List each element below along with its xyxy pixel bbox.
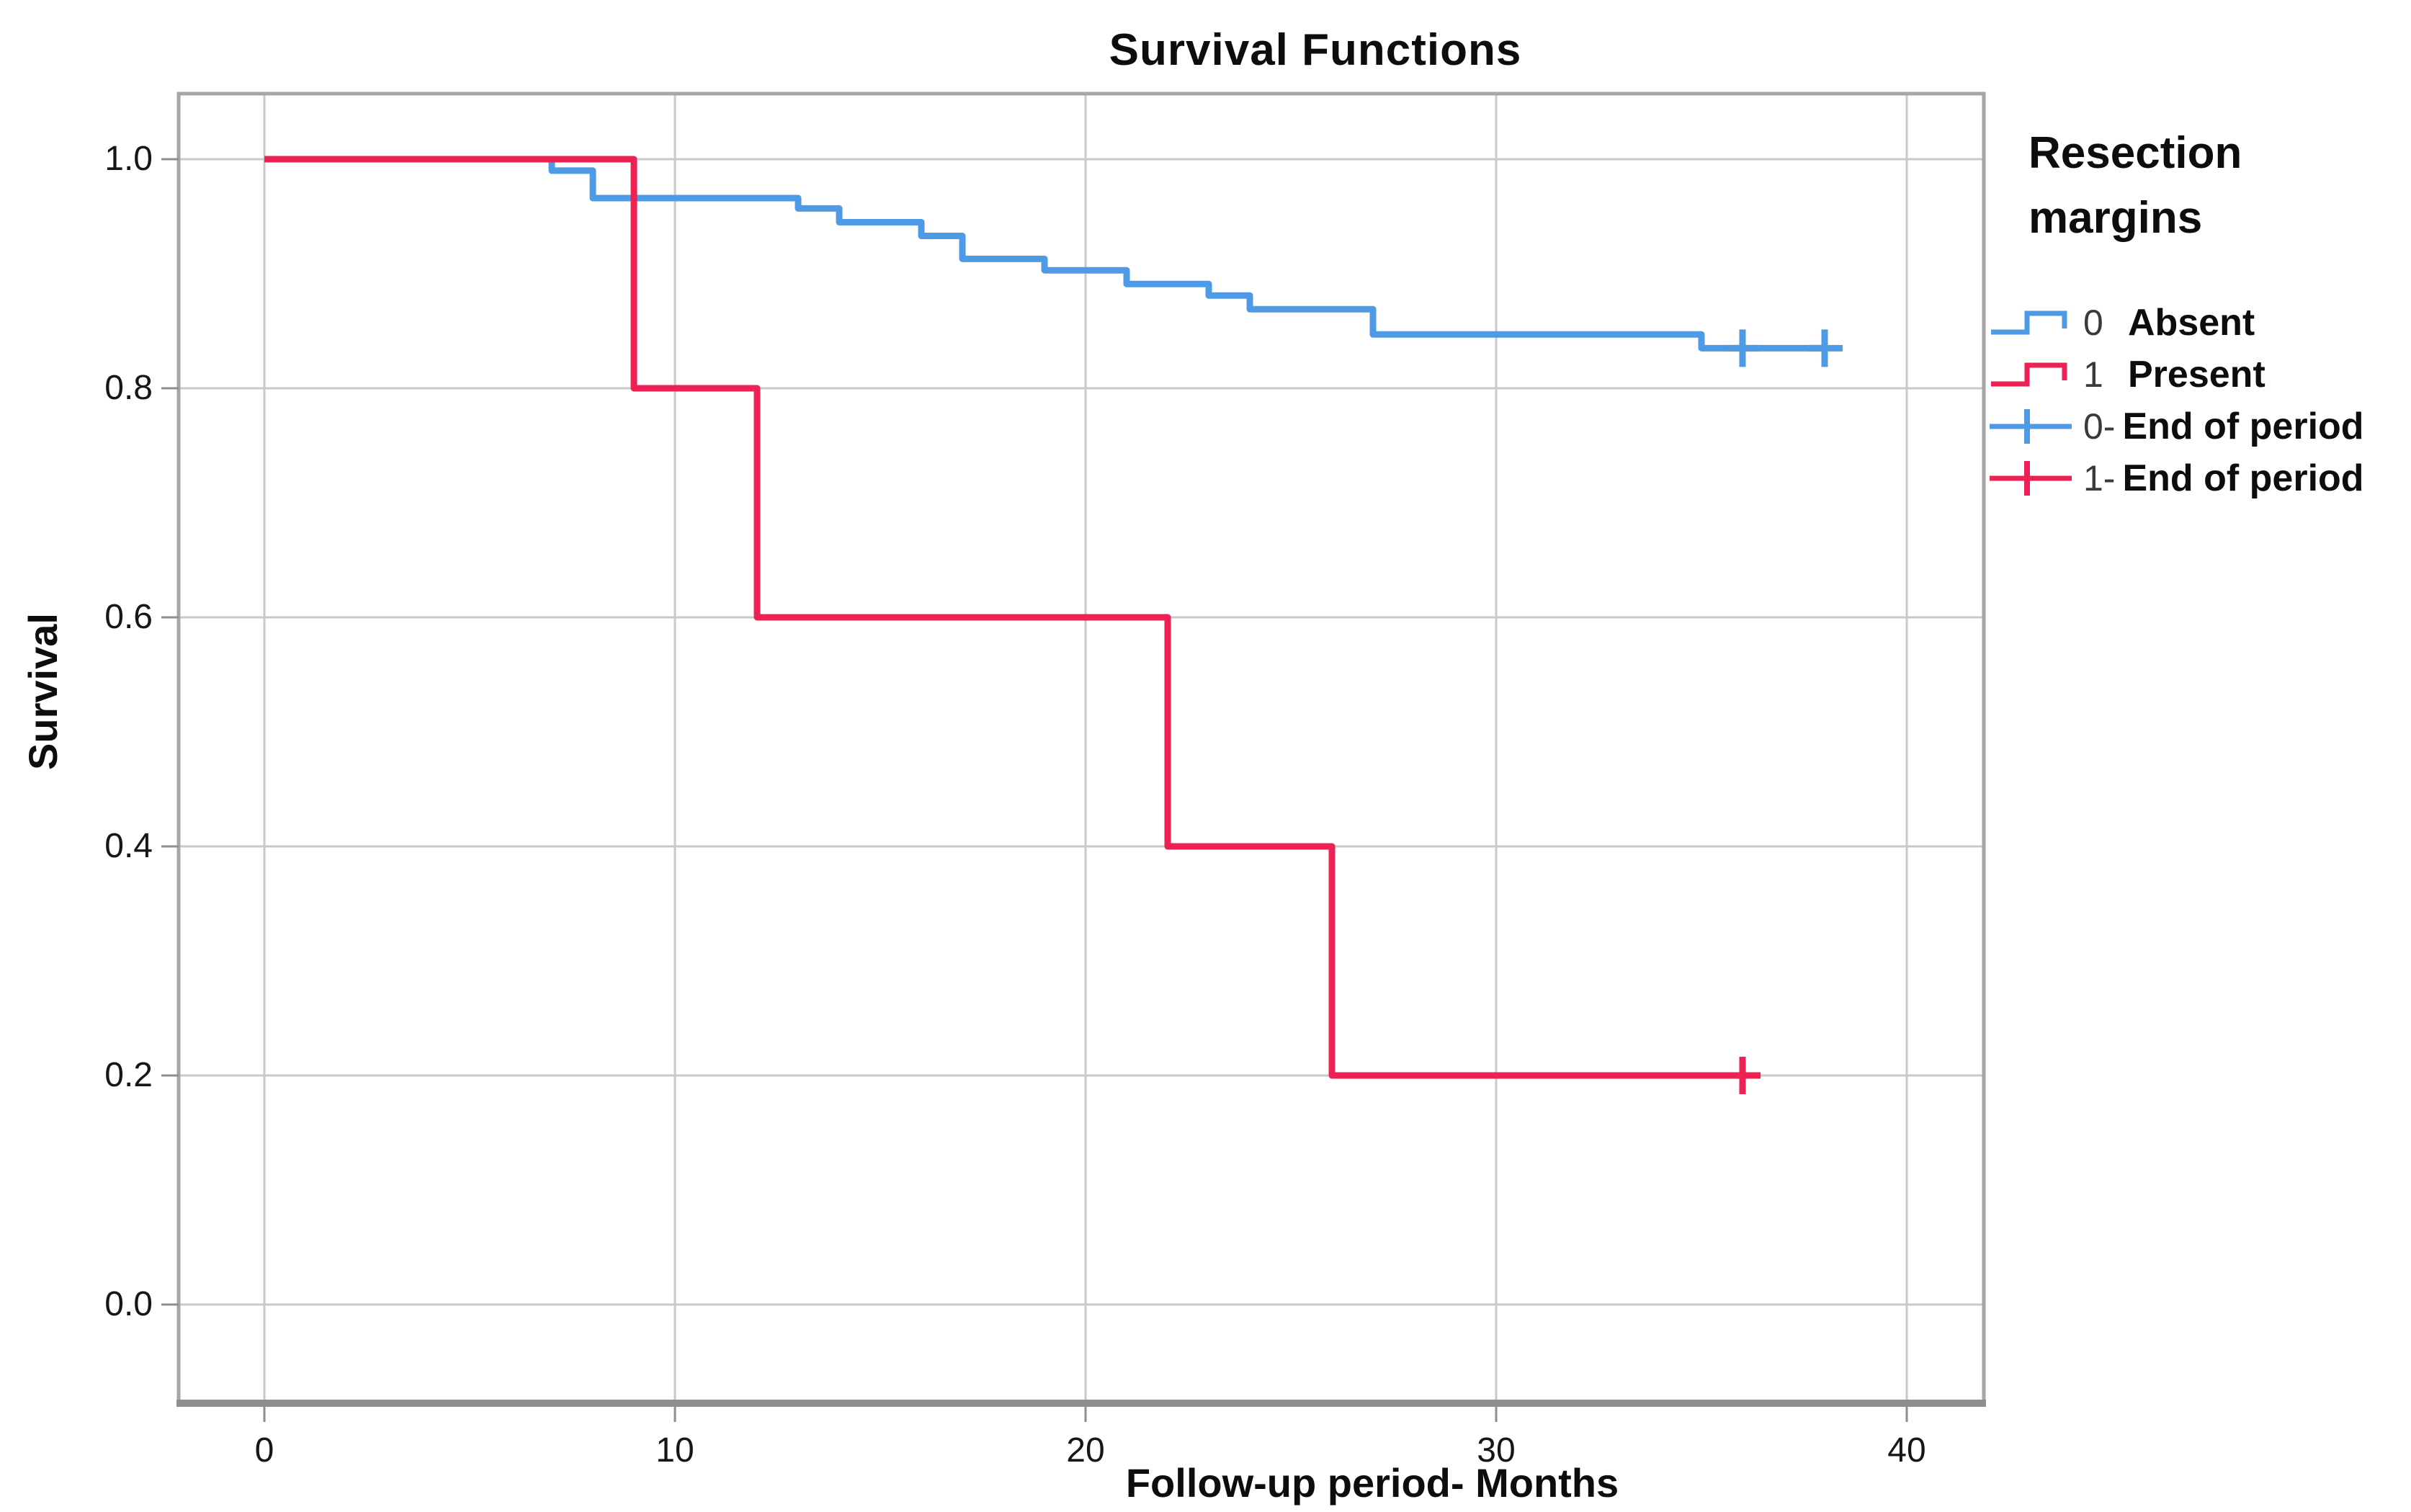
legend-entry: 0 Absent xyxy=(1990,297,2407,349)
y-tick-label: 0.4 xyxy=(104,827,153,865)
y-tick-label: 0.8 xyxy=(104,369,153,407)
legend-step-line-icon xyxy=(1991,362,2067,387)
legend: Resection margins 0 Absent 1 Present 0- End o… xyxy=(1990,121,2407,504)
chart-title: Survival Functions xyxy=(1109,25,1522,75)
legend-title-line2: margins xyxy=(2028,193,2203,243)
y-tick-label: 0.2 xyxy=(104,1056,153,1094)
y-tick-label: 0.0 xyxy=(104,1285,153,1323)
x-tick-label: 40 xyxy=(1887,1431,1926,1469)
legend-group-code: 0- xyxy=(2083,406,2116,447)
legend-entry: 0- End of period xyxy=(1990,401,2407,452)
km-curve-present xyxy=(264,156,1743,1079)
y-tick-label: 1.0 xyxy=(104,140,153,178)
legend-step-line-icon xyxy=(1991,310,2067,335)
legend-entry-label: Absent xyxy=(2128,302,2255,344)
legend-group-code: 1 xyxy=(2083,354,2103,395)
legend-title: Resection margins xyxy=(2028,121,2407,251)
x-tick-label: 10 xyxy=(656,1431,694,1469)
x-tick-label: 0 xyxy=(254,1431,274,1469)
x-axis-title: Follow-up period- Months xyxy=(1125,1460,1619,1506)
legend-entry-label: End of period xyxy=(2122,406,2364,447)
y-tick-label: 0.6 xyxy=(104,598,153,636)
legend-censor-plus-icon xyxy=(1990,461,2072,496)
legend-entry: 1 Present xyxy=(1990,349,2407,401)
x-tick-label: 20 xyxy=(1066,1431,1105,1469)
legend-entry-list: 0 Absent 1 Present 0- End of period 1- End of p… xyxy=(1990,297,2407,504)
legend-censor-plus-icon xyxy=(1990,409,2072,444)
x-tick-label: 30 xyxy=(1477,1431,1516,1469)
plot-frame xyxy=(176,91,1986,1405)
legend-entry-label: End of period xyxy=(2122,457,2364,499)
km-curve-absent xyxy=(264,156,1825,352)
legend-group-code: 1- xyxy=(2083,458,2116,498)
legend-entry-label: Present xyxy=(2128,354,2265,395)
legend-group-code: 0 xyxy=(2083,303,2103,343)
legend-entry: 1- End of period xyxy=(1990,452,2407,504)
legend-title-line1: Resection xyxy=(2028,128,2242,178)
